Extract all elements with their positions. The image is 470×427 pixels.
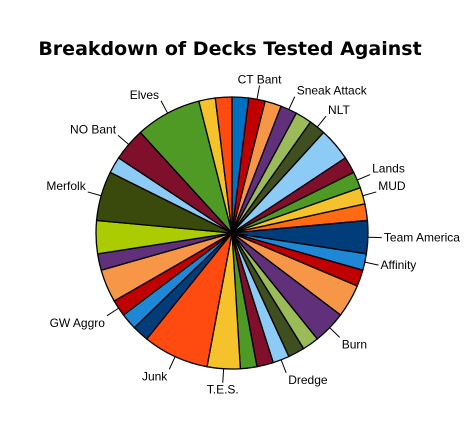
slice-label-gw-aggro: GW Aggro [50,316,106,330]
slice-label-team-america: Team America [384,231,460,245]
leader-line [256,85,261,100]
slice-label-dredge: Dredge [288,373,328,387]
slice-label-sneak-attack: Sneak Attack [297,84,368,98]
slice-label-mud: MUD [378,179,406,193]
slice-label-burn: Burn [342,337,367,351]
leader-line [357,174,371,181]
leader-line [160,100,169,114]
slice-label-affinity: Affinity [381,258,417,272]
leader-line [106,307,119,317]
leader-line [288,96,296,110]
slice-label-elves: Elves [130,88,159,102]
slice-label-ct-bant: CT Bant [238,73,282,87]
slice-label-no-bant: NO Bant [70,122,117,136]
leader-line [117,135,130,145]
slice-label-merfolk: Merfolk [46,179,86,193]
chart-title: Breakdown of Decks Tested Against [38,38,421,60]
leader-line [329,327,341,338]
slice-label-nlt: NLT [328,103,350,117]
leader-line [362,191,377,197]
leader-line [316,115,327,128]
leader-line [168,356,176,370]
pie-slice [214,96,233,234]
pie-slices [95,96,369,370]
slice-label-junk: Junk [142,369,168,383]
leader-line [364,261,379,266]
leader-line [87,191,102,197]
slice-label-lands: Lands [372,162,405,176]
slice-labels: CT Bant Sneak Attack NLT Lands MUD Team Ameri… [46,73,460,397]
leader-line [222,368,225,383]
leader-line [280,359,287,374]
slice-label-t-e-s: T.E.S. [207,383,239,397]
